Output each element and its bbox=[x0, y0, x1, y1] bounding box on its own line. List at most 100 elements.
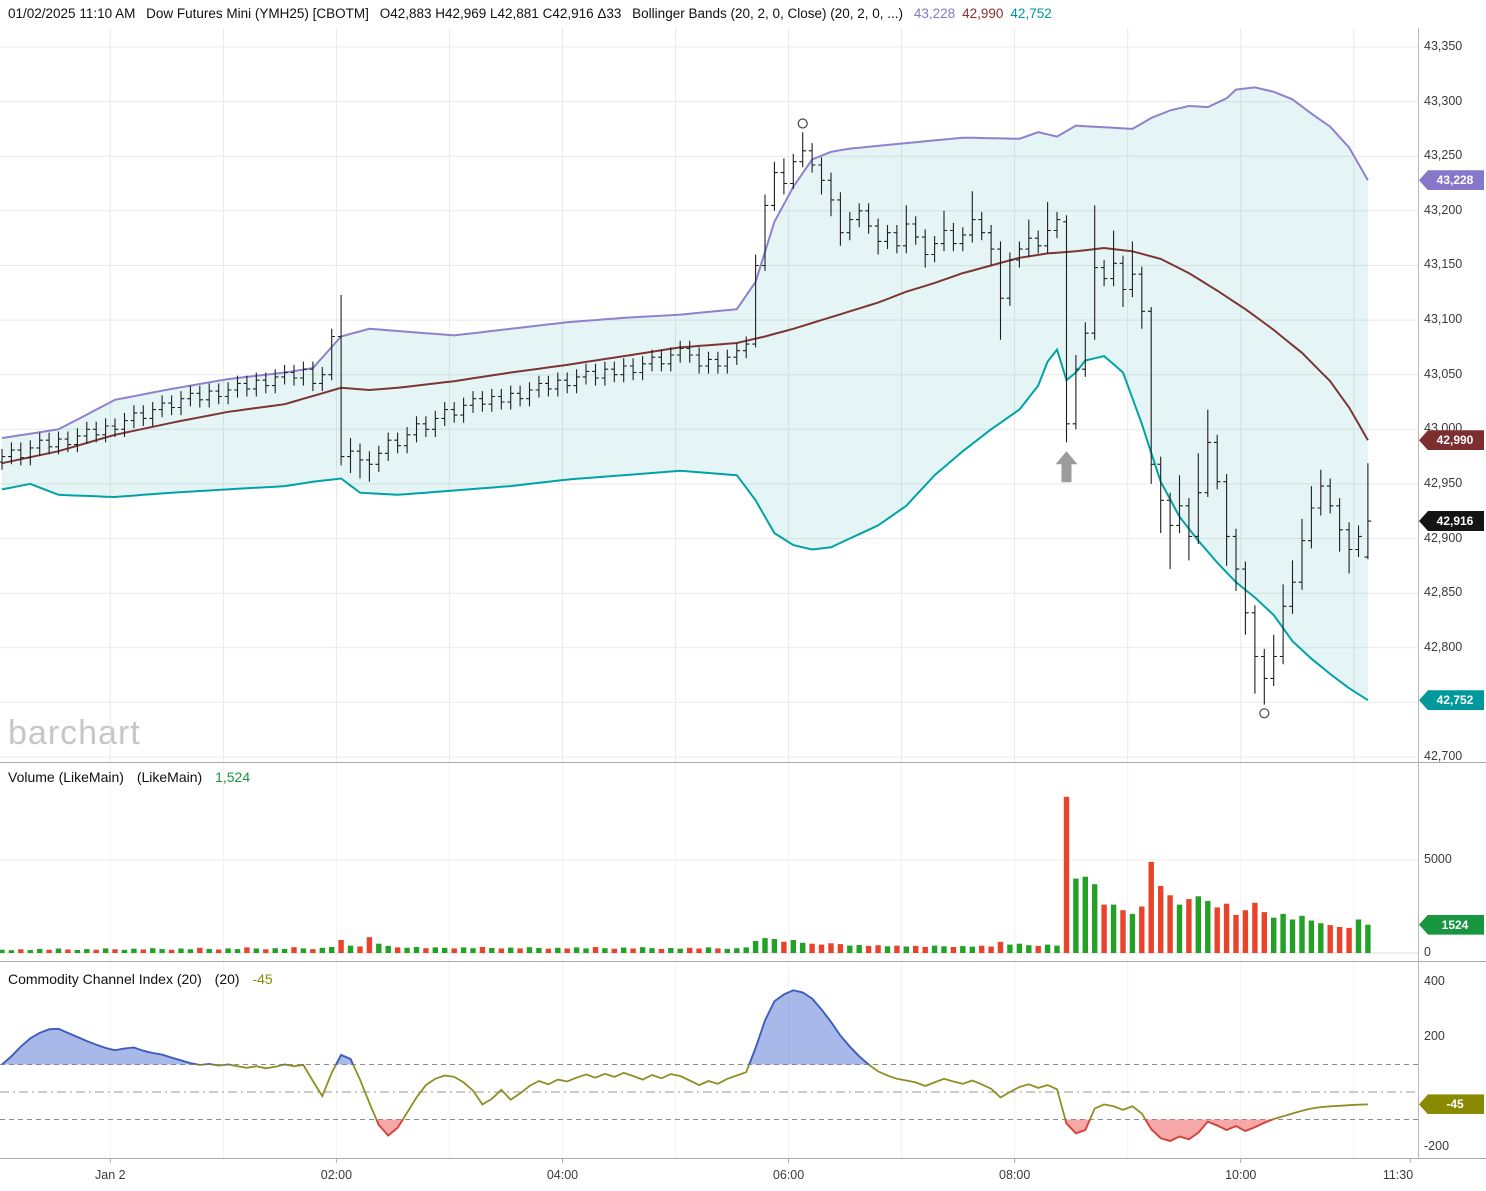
volume-bar bbox=[988, 946, 994, 953]
volume-bar bbox=[413, 947, 420, 953]
chart-header: 01/02/2025 11:10 AM Dow Futures Mini (YM… bbox=[8, 6, 1066, 21]
volume-bar bbox=[573, 947, 580, 953]
volume-bar bbox=[329, 947, 335, 953]
volume-bar bbox=[253, 948, 259, 953]
extreme-circle-marker bbox=[1259, 708, 1270, 719]
volume-bar bbox=[969, 946, 975, 953]
volume-bar bbox=[102, 948, 109, 953]
volume-bar bbox=[922, 946, 928, 953]
header-band-value: 42,752 bbox=[1010, 6, 1052, 21]
volume-bar bbox=[1318, 923, 1324, 953]
volume-bar bbox=[555, 947, 561, 953]
volume-title-value: 1,524 bbox=[215, 769, 251, 785]
volume-bar bbox=[1186, 899, 1192, 953]
volume-bar bbox=[225, 948, 231, 953]
volume-bar bbox=[1007, 944, 1013, 953]
header-symbol: Dow Futures Mini (YMH25) [CBOTM] bbox=[146, 6, 369, 21]
volume-bar bbox=[724, 948, 730, 953]
volume-bar bbox=[347, 945, 354, 953]
volume-bar bbox=[1223, 903, 1230, 953]
barchart-watermark: barchart bbox=[8, 714, 141, 752]
up-arrow-annotation bbox=[1055, 451, 1078, 483]
volume-bar bbox=[818, 944, 825, 953]
volume-bar bbox=[187, 949, 194, 953]
volume-bar bbox=[583, 948, 589, 953]
volume-bar bbox=[913, 945, 919, 953]
volume-bar bbox=[809, 943, 815, 953]
volume-bar bbox=[734, 948, 740, 953]
volume-bar bbox=[517, 948, 523, 953]
volume-bar bbox=[150, 948, 156, 953]
volume-bar bbox=[1308, 920, 1315, 953]
volume-bar bbox=[705, 947, 712, 953]
volume-bar bbox=[112, 949, 118, 953]
volume-bar bbox=[602, 948, 608, 953]
header-band-value: 43,228 bbox=[913, 6, 956, 21]
volume-bar bbox=[884, 946, 891, 953]
volume-bar bbox=[564, 948, 570, 953]
cci-line bbox=[1, 989, 1368, 1142]
volume-bar bbox=[216, 949, 222, 953]
volume-bar bbox=[442, 947, 448, 953]
volume-bar bbox=[357, 946, 363, 953]
volume-bar bbox=[498, 948, 504, 953]
volume-bar bbox=[178, 948, 184, 953]
header-ohlc: O42,883 H42,969 L42,881 C42,916 Δ33 bbox=[379, 6, 622, 21]
volume-bar bbox=[1214, 907, 1220, 953]
volume-bar bbox=[630, 948, 636, 953]
volume-bar bbox=[979, 945, 985, 953]
volume-bar bbox=[752, 940, 759, 953]
cci-panel-title: Commodity Channel Index (20) (20) -45 bbox=[8, 971, 273, 987]
volume-bar bbox=[1110, 904, 1117, 953]
volume-bar bbox=[310, 949, 316, 953]
volume-bar bbox=[781, 941, 787, 953]
volume-bar bbox=[234, 949, 241, 953]
volume-bar bbox=[1073, 878, 1079, 953]
bollinger-lower-line bbox=[1, 347, 1369, 702]
volume-bar bbox=[281, 948, 288, 953]
volume-bar bbox=[1289, 919, 1296, 953]
volume-title-label: Volume (LikeMain) bbox=[8, 769, 124, 785]
volume-bar bbox=[941, 946, 947, 953]
volume-bar bbox=[385, 945, 391, 953]
volume-bar bbox=[931, 945, 938, 953]
volume-bar bbox=[715, 948, 721, 953]
volume-bar bbox=[263, 949, 269, 953]
volume-bar bbox=[1195, 896, 1201, 953]
bollinger-middle-line bbox=[1, 246, 1369, 465]
volume-bar bbox=[159, 949, 165, 953]
volume-bar bbox=[1063, 796, 1070, 953]
volume-bar bbox=[1327, 925, 1333, 953]
volume-bar bbox=[1082, 876, 1088, 953]
volume-bar bbox=[272, 948, 278, 953]
volume-bar bbox=[1092, 884, 1098, 953]
volume-bar bbox=[1355, 919, 1362, 953]
volume-bar bbox=[997, 941, 1004, 953]
volume-bar bbox=[404, 947, 410, 953]
volume-bar bbox=[65, 949, 71, 953]
volume-bar bbox=[1336, 927, 1343, 953]
volume-bar bbox=[131, 948, 137, 953]
volume-bar bbox=[611, 948, 617, 953]
volume-bar bbox=[1158, 886, 1164, 953]
volume-bar bbox=[1120, 910, 1126, 953]
volume-bar bbox=[300, 948, 307, 953]
volume-bar bbox=[649, 948, 655, 953]
volume-bar bbox=[1167, 895, 1173, 953]
volume-bar bbox=[168, 949, 175, 953]
volume-bar bbox=[592, 947, 599, 953]
cci-oversold-fill bbox=[2, 1119, 1368, 1141]
volume-bar bbox=[37, 948, 43, 953]
volume-bar bbox=[1026, 945, 1032, 953]
volume-title-param: (LikeMain) bbox=[136, 769, 203, 785]
volume-bar bbox=[1271, 917, 1277, 953]
volume-bar bbox=[508, 947, 514, 953]
volume-bar bbox=[856, 945, 862, 953]
volume-bar bbox=[1280, 913, 1286, 953]
volume-bar bbox=[121, 949, 128, 953]
volume-bar bbox=[960, 946, 966, 953]
volume-bar bbox=[1148, 861, 1154, 953]
volume-bar bbox=[771, 939, 778, 953]
volume-bar bbox=[479, 947, 486, 953]
